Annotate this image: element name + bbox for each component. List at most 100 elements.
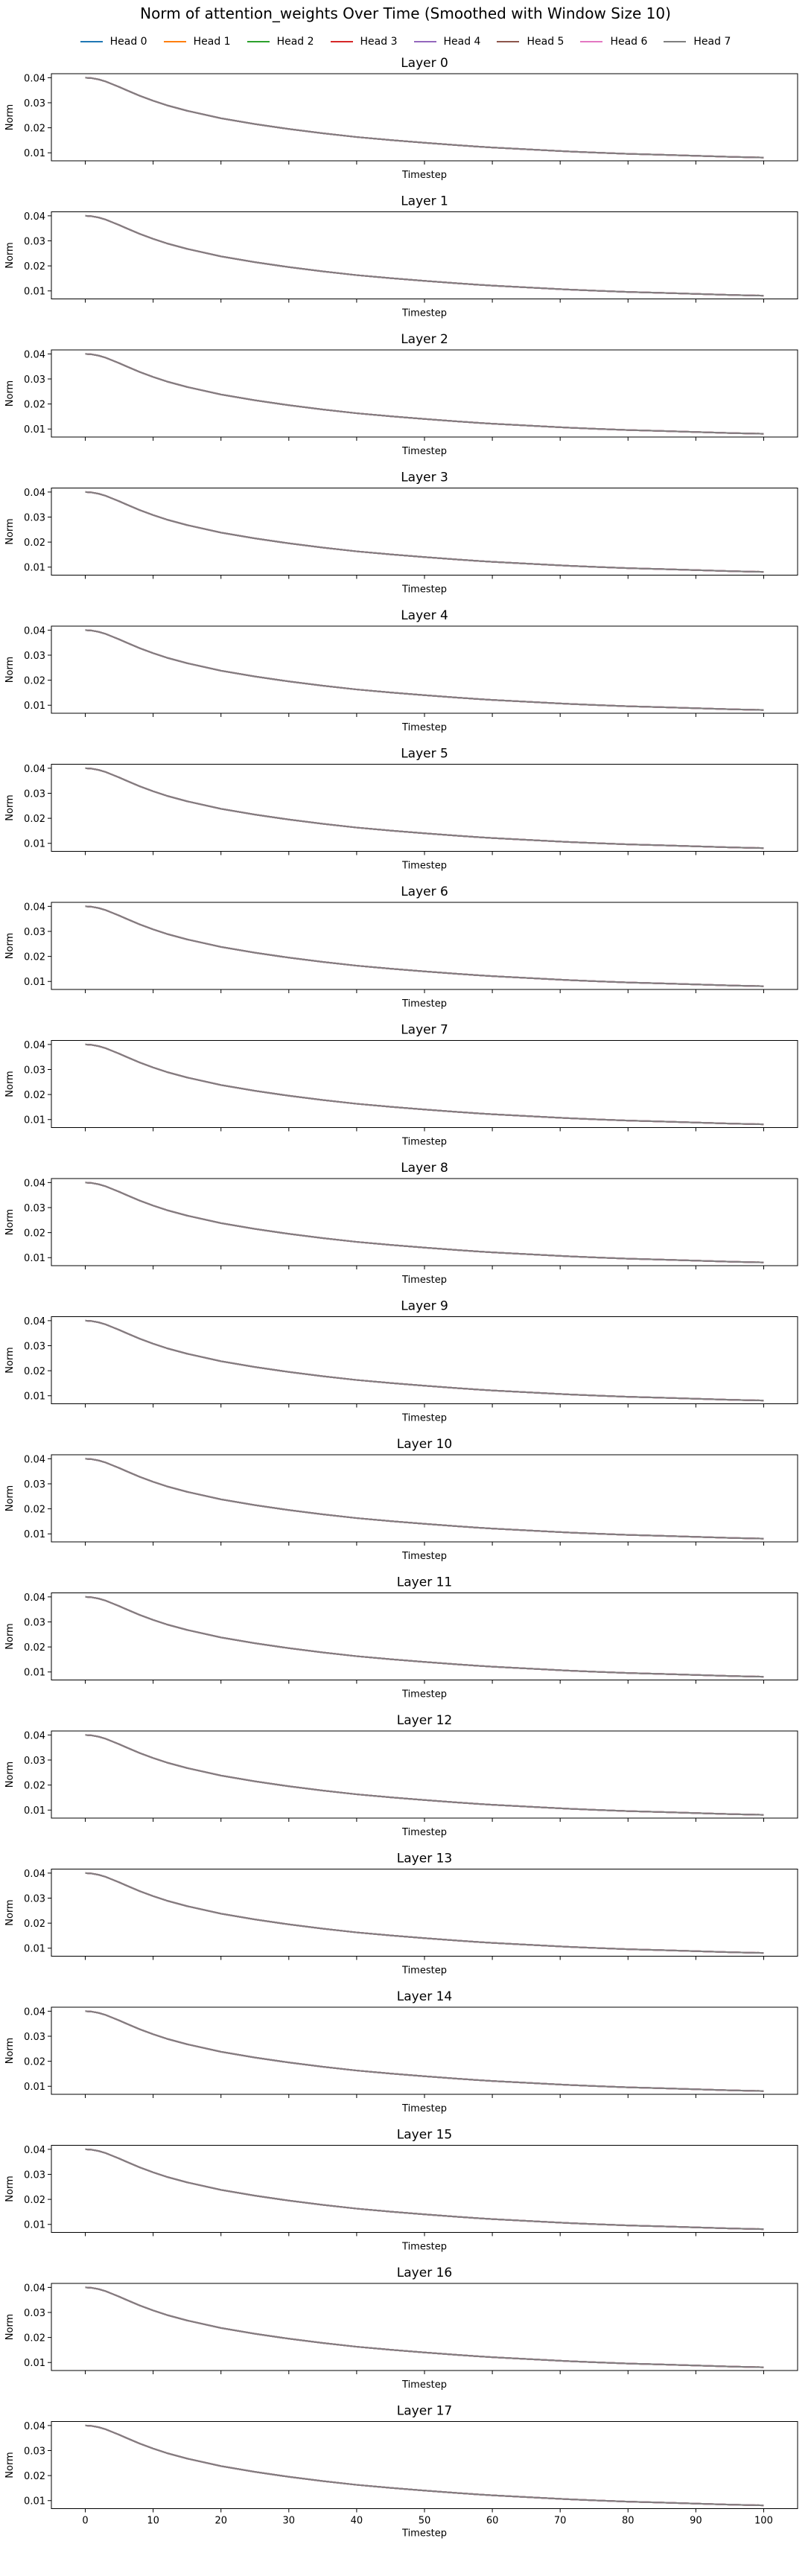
- y-tick-label: 0.02: [24, 2057, 45, 2068]
- series-line: [85, 1043, 764, 1126]
- y-tick-label: 0.04: [24, 1593, 45, 1604]
- y-tick-label: 0.02: [24, 2333, 45, 2344]
- series-line: [85, 629, 764, 711]
- y-axis-label: Norm: [4, 2314, 16, 2340]
- y-tick-label: 0.04: [24, 1316, 45, 1327]
- x-tick-label: 70: [554, 2516, 567, 2527]
- y-axis-label: Norm: [4, 1623, 16, 1649]
- series-line: [85, 1734, 764, 1816]
- plot-frame: [51, 349, 798, 438]
- series-line: [85, 1458, 764, 1540]
- y-tick-label: 0.02: [24, 1505, 45, 1516]
- series-line: [85, 2286, 764, 2368]
- plot-frame: [51, 2145, 798, 2233]
- series-line: [85, 1319, 764, 1402]
- plot-frame: [51, 625, 798, 714]
- series-line: [85, 2424, 764, 2507]
- layer-panel: Layer 8 0.01 0.02 0.03 0.04 Timestep Norm: [4, 1161, 798, 1286]
- series-line: [85, 1872, 764, 1954]
- series-line: [85, 1458, 764, 1540]
- series-line: [85, 1182, 764, 1263]
- series-line: [85, 491, 764, 573]
- legend: Head 0 Head 1 Head 2 Head 3 Head 4 Head 5 Head…: [0, 34, 811, 49]
- legend-swatch: [163, 41, 186, 42]
- series-line: [85, 1458, 764, 1540]
- series-line: [85, 353, 764, 435]
- legend-item: Head 2: [247, 36, 314, 48]
- series-line: [85, 1734, 764, 1816]
- y-tick-label: 0.03: [24, 98, 45, 109]
- y-axis-label: Norm: [4, 1209, 16, 1235]
- series-line: [85, 629, 764, 711]
- y-tick-label: 0.03: [24, 1479, 45, 1491]
- x-axis-label: Timestep: [401, 1413, 447, 1424]
- series-line: [85, 2148, 764, 2231]
- y-tick-label: 0.01: [24, 1529, 45, 1540]
- y-tick-label: 0.04: [24, 1178, 45, 1189]
- series-line: [85, 1734, 764, 1816]
- x-tick-label: 90: [690, 2516, 702, 2527]
- y-axis-label: Norm: [4, 794, 16, 820]
- series-line: [85, 1182, 764, 1263]
- y-tick-label: 0.04: [24, 2145, 45, 2156]
- y-tick-label: 0.04: [24, 2421, 45, 2432]
- x-axis-label: Timestep: [401, 998, 447, 1010]
- series-line: [85, 2286, 764, 2368]
- x-axis-label: Timestep: [401, 861, 447, 872]
- y-axis-label: Norm: [4, 2452, 16, 2478]
- series-line: [85, 2424, 764, 2507]
- plot-frame: [51, 1454, 798, 1543]
- plot-frame: [51, 1869, 798, 1957]
- x-axis-label: Timestep: [401, 2242, 447, 2253]
- series-line: [85, 1182, 764, 1263]
- y-tick-label: 0.02: [24, 814, 45, 825]
- y-tick-label: 0.02: [24, 2195, 45, 2206]
- series-line: [85, 214, 764, 297]
- layer-panel: Layer 0 0.01 0.02 0.03 0.04 Timestep Norm: [4, 56, 798, 181]
- layer-panel: Layer 15 0.01 0.02 0.03 0.04 Timestep Norm: [4, 2128, 798, 2253]
- series-line: [85, 2148, 764, 2231]
- panel-title: Layer 6: [401, 884, 448, 899]
- x-tick-label: 40: [351, 2516, 363, 2527]
- series-line: [85, 767, 764, 849]
- series-line: [85, 629, 764, 711]
- legend-swatch: [413, 41, 436, 42]
- series-line: [85, 1043, 764, 1126]
- y-tick-label: 0.01: [24, 148, 45, 159]
- series-line: [85, 2424, 764, 2507]
- y-tick-label: 0.03: [24, 2170, 45, 2181]
- y-axis-label: Norm: [4, 1485, 16, 1511]
- x-tick-label: 0: [82, 2516, 88, 2527]
- series-line: [85, 214, 764, 297]
- legend-item: Head 0: [80, 36, 147, 48]
- series-line: [85, 1319, 764, 1402]
- series-line: [85, 1872, 764, 1954]
- legend-label: Head 1: [193, 36, 231, 48]
- series-line: [85, 1182, 764, 1263]
- y-axis-label: Norm: [4, 1071, 16, 1097]
- x-tick-label: 60: [486, 2516, 499, 2527]
- layer-panel: Layer 5 0.01 0.02 0.03 0.04 Timestep Norm: [4, 747, 798, 872]
- series-line: [85, 1182, 764, 1263]
- layer-panel: Layer 1 0.01 0.02 0.03 0.04 Timestep Norm: [4, 194, 798, 319]
- layer-panel: Layer 14 0.01 0.02 0.03 0.04 Timestep Norm: [4, 1989, 798, 2114]
- y-tick-label: 0.01: [24, 977, 45, 988]
- series-line: [85, 905, 764, 987]
- series-line: [85, 491, 764, 573]
- y-tick-label: 0.02: [24, 1642, 45, 1654]
- legend-swatch: [330, 41, 353, 42]
- series-line: [85, 353, 764, 435]
- y-tick-label: 0.03: [24, 1342, 45, 1353]
- series-line: [85, 1043, 764, 1126]
- y-tick-label: 0.01: [24, 2496, 45, 2508]
- series-line: [85, 1734, 764, 1816]
- y-tick-label: 0.03: [24, 1756, 45, 1767]
- series-line: [85, 353, 764, 435]
- series-line: [85, 1182, 764, 1263]
- series-line: [85, 1319, 764, 1402]
- legend-label: Head 7: [693, 36, 731, 48]
- y-tick-label: 0.03: [24, 513, 45, 524]
- panel-title: Layer 11: [397, 1575, 452, 1590]
- y-tick-label: 0.02: [24, 676, 45, 687]
